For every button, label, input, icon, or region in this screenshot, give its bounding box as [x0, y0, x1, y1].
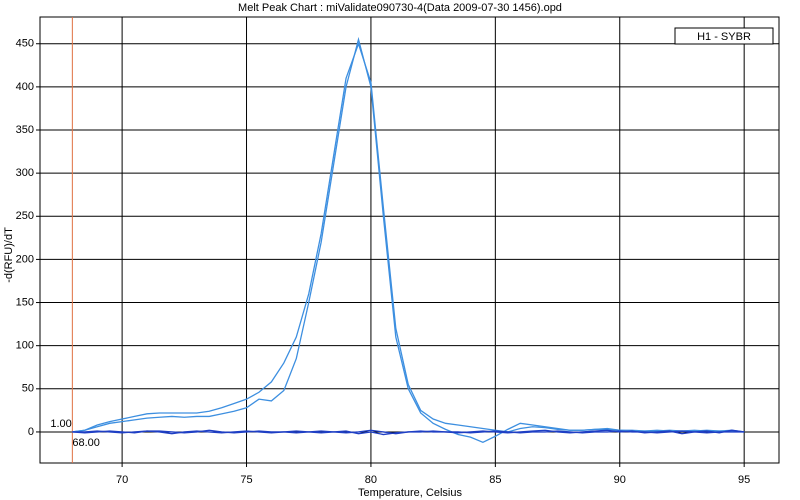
marker-y-label: 1.00 [50, 418, 71, 430]
x-axis-label: Temperature, Celsius [358, 487, 462, 499]
y-tick-label: 200 [16, 253, 34, 265]
series-line [72, 41, 745, 433]
x-tick-label: 95 [738, 474, 750, 486]
plot-area [39, 16, 780, 464]
y-tick-label: 250 [16, 210, 34, 222]
x-tick-label: 75 [240, 474, 252, 486]
y-tick-label: 50 [22, 383, 34, 395]
y-tick-label: 300 [16, 167, 34, 179]
y-axis-label: -d(RFU)/dT [3, 227, 15, 283]
x-tick-label: 80 [365, 474, 377, 486]
chart-title: Melt Peak Chart : miValidate090730-4(Dat… [238, 2, 562, 14]
y-tick-label: 400 [16, 81, 34, 93]
x-tick-label: 90 [614, 474, 626, 486]
y-tick-label: 450 [16, 38, 34, 50]
y-tick-label: 350 [16, 124, 34, 136]
x-tick-label: 70 [116, 474, 128, 486]
legend-label: H1 - SYBR [697, 31, 751, 43]
y-tick-label: 150 [16, 296, 34, 308]
x-tick-label: 85 [489, 474, 501, 486]
y-tick-label: 100 [16, 340, 34, 352]
series-line [72, 429, 745, 435]
marker-x-label: 68.00 [72, 437, 100, 449]
legend-box [674, 27, 774, 45]
y-tick-label: 0 [28, 426, 34, 438]
